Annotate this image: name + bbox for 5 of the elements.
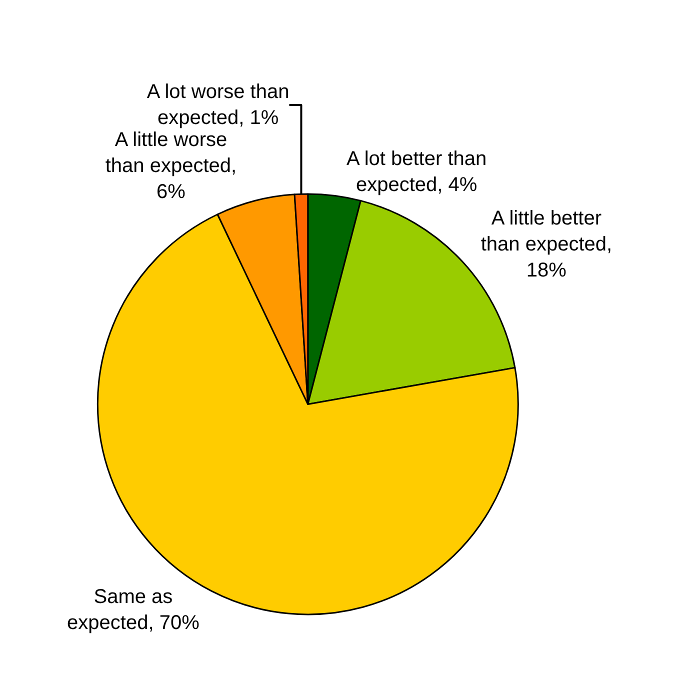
slice-label: A little worse than expected, 6% xyxy=(105,129,237,204)
slice-label: A lot worse than expected, 1% xyxy=(146,81,290,130)
slice-label: Same as expected, 70% xyxy=(67,586,200,634)
slice-label: A little better than expected, 18% xyxy=(480,208,612,282)
slice-label: A lot better than expected, 4% xyxy=(346,148,487,196)
